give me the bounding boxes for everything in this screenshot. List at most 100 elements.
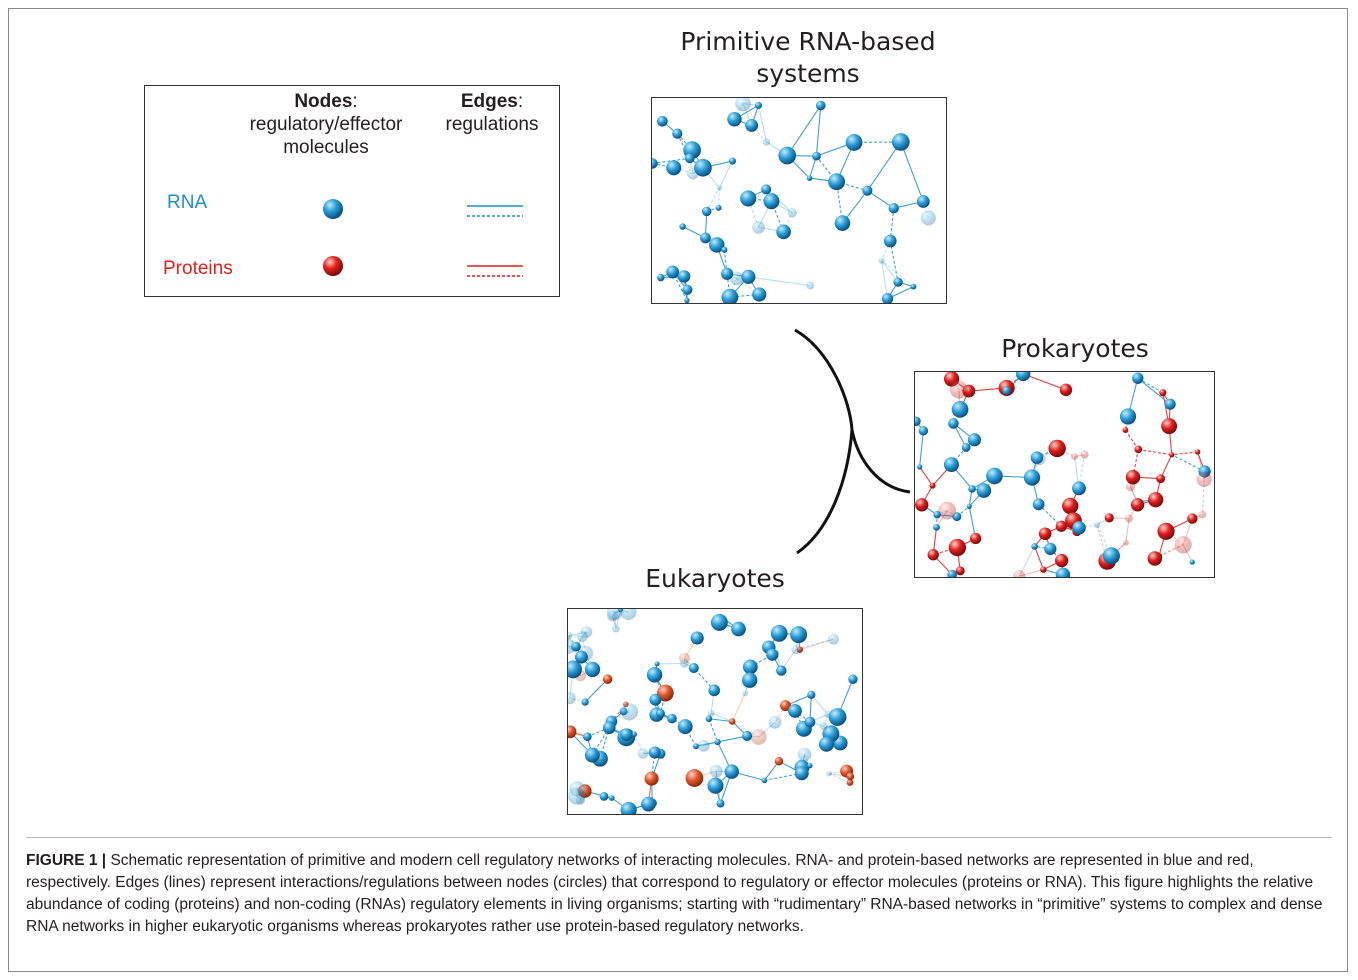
protein-node xyxy=(929,482,936,489)
rna-node xyxy=(881,293,894,303)
network-edge xyxy=(900,141,924,202)
rna-node xyxy=(568,692,576,705)
protein-node xyxy=(1059,383,1073,397)
legend-edges-sub: regulations xyxy=(445,114,539,135)
rna-node xyxy=(948,418,959,429)
rna-node xyxy=(741,672,758,688)
rna-node xyxy=(893,277,903,287)
network-edge xyxy=(584,678,609,703)
network-edge xyxy=(744,666,751,694)
rna-node xyxy=(740,190,757,207)
rna-node xyxy=(761,777,768,784)
rna-node xyxy=(878,257,885,264)
rna-node xyxy=(1119,408,1137,425)
rna-node xyxy=(933,523,940,531)
rna-node xyxy=(754,101,762,109)
rna-node xyxy=(701,206,712,217)
rna-node xyxy=(1189,559,1195,565)
network-edges xyxy=(652,103,929,301)
rna-node xyxy=(968,485,976,493)
rna-node xyxy=(761,184,772,195)
rna-node xyxy=(680,659,689,668)
protein-node xyxy=(644,771,659,786)
network-edge xyxy=(815,105,822,157)
legend-rna-edge-icon xyxy=(467,205,523,217)
rna-node xyxy=(762,138,771,146)
rna-node xyxy=(788,704,802,718)
rna-node xyxy=(697,739,710,752)
rna-node xyxy=(741,269,756,284)
protein-node xyxy=(1169,452,1175,458)
rna-node xyxy=(943,457,959,473)
rna-node xyxy=(581,698,589,706)
rna-node xyxy=(862,185,873,196)
rna-node xyxy=(1044,542,1057,555)
rna-node xyxy=(656,115,668,127)
rna-node xyxy=(694,158,712,177)
network-edge xyxy=(611,704,627,722)
rna-node xyxy=(1032,452,1046,466)
protein-node xyxy=(1161,418,1178,435)
rna-node xyxy=(682,284,693,295)
rna-node xyxy=(1132,372,1144,384)
rna-node xyxy=(620,609,637,621)
rna-node xyxy=(709,764,723,778)
rna-node xyxy=(574,650,588,664)
protein-node xyxy=(774,757,784,766)
network-edge xyxy=(1006,373,1024,389)
rna-node xyxy=(1164,398,1176,410)
rna-node xyxy=(828,708,847,726)
legend-edges-heading: Edges xyxy=(460,91,518,112)
rna-node xyxy=(731,621,746,637)
network-edge xyxy=(1022,373,1067,391)
rna-node xyxy=(700,232,711,244)
network-edge xyxy=(799,638,834,651)
protein-node xyxy=(1125,469,1141,485)
protein-node xyxy=(1054,553,1069,568)
rna-node xyxy=(568,632,573,640)
rna-node xyxy=(815,100,826,111)
protein-node xyxy=(1130,498,1145,512)
rna-node xyxy=(656,273,665,282)
eukaryotes-network-graph xyxy=(568,609,858,814)
rna-node xyxy=(804,716,816,728)
legend-nodes-colon: : xyxy=(352,91,358,112)
rna-node xyxy=(620,802,637,814)
rna-node xyxy=(920,210,936,226)
rna-node xyxy=(918,426,929,436)
rna-node xyxy=(966,503,972,509)
rna-node xyxy=(649,693,662,706)
network-edge xyxy=(828,773,851,784)
rna-node xyxy=(724,764,739,779)
network-edge xyxy=(684,726,697,747)
rna-node xyxy=(1072,481,1086,496)
network-nodes xyxy=(568,609,858,814)
rna-node xyxy=(684,153,695,164)
rna-node xyxy=(646,667,663,683)
legend-proteins-label: Proteins xyxy=(163,258,233,279)
rna-node xyxy=(806,175,813,181)
protein-node xyxy=(950,380,968,399)
caption-separator xyxy=(26,837,1332,838)
legend-nodes-header: Nodes: regulatory/effector molecules xyxy=(233,90,419,159)
rna-node xyxy=(709,237,725,253)
rna-node xyxy=(571,641,581,652)
rna-node xyxy=(797,747,812,762)
rna-node xyxy=(778,146,797,165)
protein-node xyxy=(1122,427,1129,433)
rna-node xyxy=(745,119,759,132)
rna-node xyxy=(707,777,724,794)
rna-node xyxy=(790,626,808,644)
protein-node xyxy=(1147,551,1163,566)
rna-node xyxy=(652,158,658,169)
network-edge xyxy=(748,197,772,202)
rna-node xyxy=(848,674,858,684)
network-edge xyxy=(889,240,899,283)
rna-node xyxy=(721,288,739,303)
rna-node xyxy=(684,297,690,303)
network-edge xyxy=(881,260,914,288)
rna-node xyxy=(1093,521,1101,528)
rna-node xyxy=(637,748,649,759)
network-edge xyxy=(708,718,733,723)
prokaryotes-network-panel xyxy=(914,371,1215,578)
